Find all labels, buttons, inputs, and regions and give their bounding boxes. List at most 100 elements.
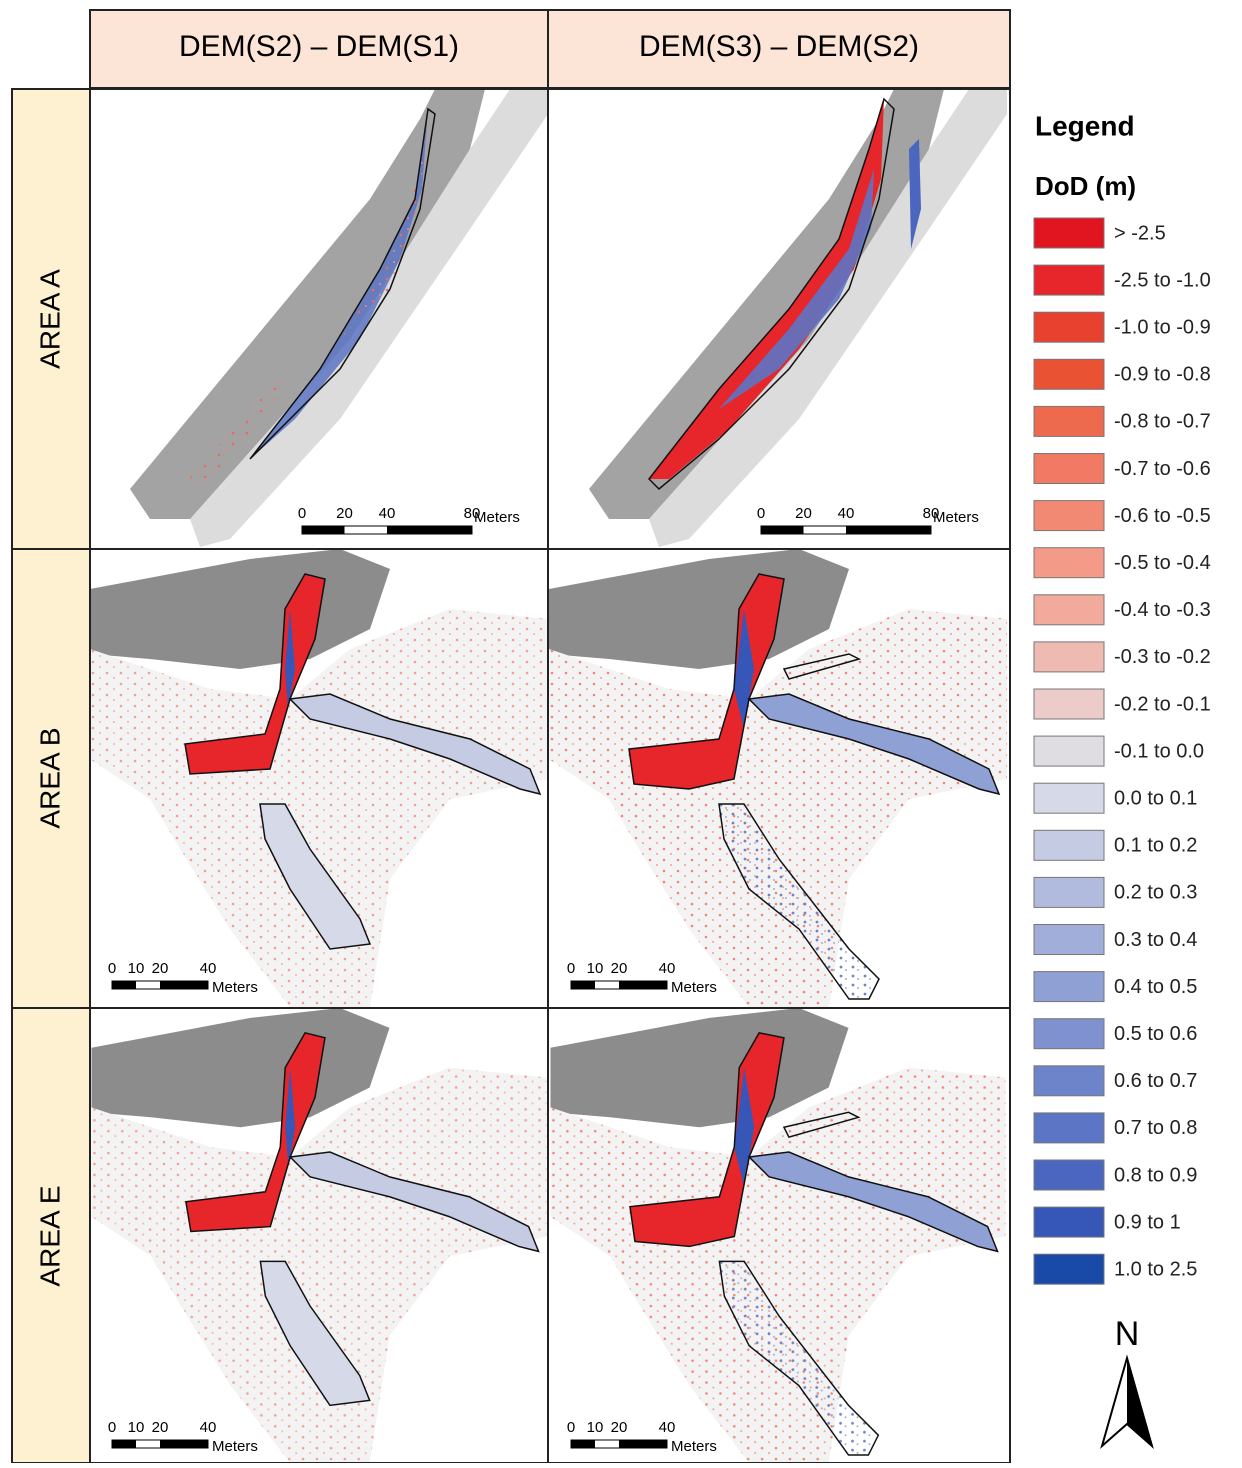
legend-swatch <box>1034 1019 1104 1049</box>
legend-swatch <box>1034 595 1104 625</box>
legend-swatch <box>1034 1254 1104 1284</box>
scale-tick-label: 0 <box>567 1419 575 1436</box>
legend-label: 0.9 to 1 <box>1114 1211 1181 1233</box>
legend-label: 0.1 to 0.2 <box>1114 835 1197 857</box>
legend-swatch <box>1034 501 1104 531</box>
legend-label: 1.0 to 2.5 <box>1114 1258 1197 1280</box>
scale-tick-label: 10 <box>128 1419 145 1436</box>
legend-swatch <box>1034 783 1104 813</box>
legend-swatch <box>1034 877 1104 907</box>
legend-label: 0.3 to 0.4 <box>1114 929 1197 951</box>
scale-tick-label: 20 <box>611 1419 628 1436</box>
scale-tick-label: 20 <box>611 960 628 977</box>
scale-unit: Meters <box>933 509 979 526</box>
scale-bar-segment <box>571 981 595 989</box>
legend-label: -0.8 to -0.7 <box>1114 411 1211 433</box>
legend-label: 0.4 to 0.5 <box>1114 976 1197 998</box>
scale-bar-segment <box>160 1440 208 1448</box>
page: {"header": {"columns": ["DEM(S2) \u2013 … <box>0 0 1242 1468</box>
legend-title: Legend <box>1035 110 1135 141</box>
legend-swatch <box>1034 689 1104 719</box>
legend-label: -0.4 to -0.3 <box>1114 599 1211 621</box>
scale-tick-label: 40 <box>659 1419 676 1436</box>
legend-label: 0.7 to 0.8 <box>1114 1117 1197 1139</box>
legend-label: > -2.5 <box>1114 222 1166 244</box>
map-panel: 0 10 20 40 Meters <box>549 549 1007 1007</box>
scale-tick-label: 40 <box>200 960 217 977</box>
map-panel: 0 10 20 40 Meters <box>551 1008 1006 1463</box>
legend-label: 0.6 to 0.7 <box>1114 1070 1197 1092</box>
legend-swatch <box>1034 1066 1104 1096</box>
north-arrow <box>1102 1358 1152 1446</box>
legend-swatch <box>1034 548 1104 578</box>
legend-swatch <box>1034 925 1104 955</box>
legend-label: -0.1 to 0.0 <box>1114 740 1204 762</box>
scale-bar-segment <box>112 981 136 989</box>
scale-tick-label: 10 <box>587 1419 604 1436</box>
legend-label: -1.0 to -0.9 <box>1114 316 1211 338</box>
legend-label: -0.9 to -0.8 <box>1114 364 1211 386</box>
row-label: AREA B <box>34 727 65 828</box>
scale-tick-label: 0 <box>757 505 765 522</box>
scale-bar-segment <box>571 1440 595 1448</box>
legend-label: -0.6 to -0.5 <box>1114 505 1211 527</box>
legend-swatch <box>1034 406 1104 436</box>
legend-label: -0.3 to -0.2 <box>1114 646 1211 668</box>
legend-swatch <box>1034 1113 1104 1143</box>
scale-tick-label: 40 <box>379 505 396 522</box>
north-label: N <box>1115 1315 1140 1353</box>
map-panel: 0 10 20 40 Meters <box>92 1008 547 1463</box>
legend-label: -0.2 to -0.1 <box>1114 693 1211 715</box>
legend-label: -0.7 to -0.6 <box>1114 458 1211 480</box>
scale-tick-label: 20 <box>336 505 353 522</box>
scale-tick-label: 0 <box>567 960 575 977</box>
legend-swatch <box>1034 1160 1104 1190</box>
scale-bar-segment <box>160 981 208 989</box>
scale-tick-label: 0 <box>108 1419 116 1436</box>
legend: > -2.5 -2.5 to -1.0 -1.0 to -0.9 -0.9 to -0… <box>1034 218 1211 1284</box>
scale-unit: Meters <box>671 1438 717 1455</box>
legend-subtitle: DoD (m) <box>1035 171 1136 201</box>
scale-bar-segment <box>302 526 345 534</box>
scale-tick-label: 40 <box>838 505 855 522</box>
figure: DEM(S2) – DEM(S1) DEM(S3) – DEM(S2) AREA… <box>0 0 1242 1463</box>
legend-swatch <box>1034 830 1104 860</box>
scale-bar-segment <box>761 526 804 534</box>
column-title: DEM(S3) – DEM(S2) <box>639 30 919 63</box>
legend-label: -2.5 to -1.0 <box>1114 269 1211 291</box>
scale-bar-segment <box>619 1440 667 1448</box>
legend-label: 0.2 to 0.3 <box>1114 882 1197 904</box>
legend-swatch <box>1034 736 1104 766</box>
scale-tick-label: 20 <box>152 960 169 977</box>
scale-bar-segment <box>112 1440 136 1448</box>
scale-bar-segment <box>619 981 667 989</box>
scale-tick-label: 20 <box>795 505 812 522</box>
scale-tick-label: 0 <box>298 505 306 522</box>
row-label: AREA E <box>34 1185 65 1286</box>
scale-bar-segment <box>846 526 931 534</box>
legend-swatch <box>1034 454 1104 484</box>
scale-unit: Meters <box>671 979 717 996</box>
scale-tick-label: 10 <box>587 960 604 977</box>
scale-tick-label: 40 <box>659 960 676 977</box>
scale-unit: Meters <box>212 1438 258 1455</box>
legend-swatch <box>1034 642 1104 672</box>
scale-unit: Meters <box>212 979 258 996</box>
legend-swatch <box>1034 1207 1104 1237</box>
legend-swatch <box>1034 218 1104 248</box>
column-title: DEM(S2) – DEM(S1) <box>179 30 459 63</box>
legend-label: 0.8 to 0.9 <box>1114 1164 1197 1186</box>
legend-label: 0.0 to 0.1 <box>1114 787 1197 809</box>
scale-unit: Meters <box>474 509 520 526</box>
scale-bar-segment <box>387 526 472 534</box>
legend-label: -0.5 to -0.4 <box>1114 552 1211 574</box>
scale-tick-label: 20 <box>152 1419 169 1436</box>
scale-tick-label: 40 <box>200 1419 217 1436</box>
legend-swatch <box>1034 972 1104 1002</box>
row-label: AREA A <box>34 269 65 369</box>
legend-label: 0.5 to 0.6 <box>1114 1023 1197 1045</box>
scale-tick-label: 10 <box>128 960 145 977</box>
